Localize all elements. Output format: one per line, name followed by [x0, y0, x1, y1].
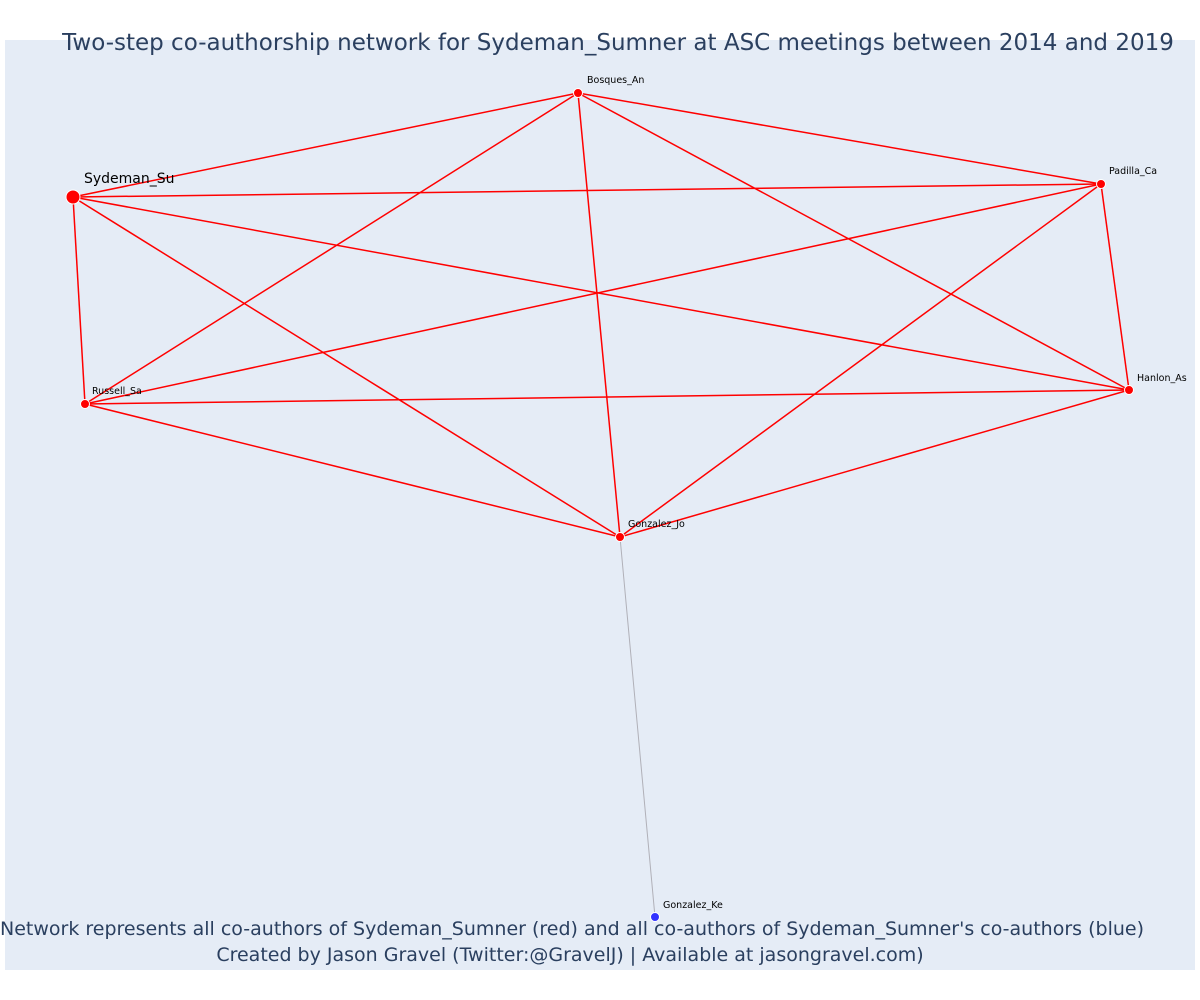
caption-line-2: Created by Jason Gravel (Twitter:@Gravel… — [216, 944, 924, 966]
node-layer — [65, 88, 1134, 922]
edge-bosques_an-padilla_ca — [577, 92, 1102, 185]
edge-bosques_an-russell_sa — [84, 92, 579, 405]
caption-line-1: Network represents all co-authors of Syd… — [0, 918, 1144, 940]
node-label-padilla_ca: Padilla_Ca — [1109, 166, 1157, 177]
node-russell_sa[interactable] — [80, 399, 90, 409]
node-gonzalez_jo[interactable] — [615, 532, 625, 542]
edge-padilla_ca-hanlon_as — [1100, 183, 1130, 391]
edge-padilla_ca-gonzalez_jo — [619, 183, 1102, 538]
node-label-hanlon_as: Hanlon_As — [1137, 373, 1187, 384]
node-label-gonzalez_ke: Gonzalez_Ke — [663, 900, 723, 911]
edge-sydeman_su-gonzalez_jo — [72, 196, 621, 538]
node-label-russell_sa: Russell_Sa — [92, 386, 142, 397]
edge-padilla_ca-russell_sa — [84, 183, 1102, 405]
node-label-bosques_an: Bosques_An — [587, 75, 644, 86]
node-label-gonzalez_jo: Gonzalez_Jo — [628, 519, 685, 530]
node-gonzalez_ke[interactable] — [650, 912, 660, 922]
node-label-sydeman_su: Sydeman_Su — [84, 171, 175, 187]
node-bosques_an[interactable] — [573, 88, 583, 98]
edge-sydeman_su-bosques_an — [72, 92, 579, 198]
edge-hanlon_as-gonzalez_jo — [619, 389, 1130, 538]
edge-gonzalez_jo-gonzalez_ke — [619, 536, 656, 918]
node-sydeman_su[interactable] — [65, 189, 81, 205]
edge-russell_sa-gonzalez_jo — [84, 403, 621, 538]
node-hanlon_as[interactable] — [1124, 385, 1134, 395]
node-padilla_ca[interactable] — [1096, 179, 1106, 189]
edge-sydeman_su-hanlon_as — [72, 196, 1130, 391]
chart-title: Two-step co-authorship network for Sydem… — [62, 30, 1174, 56]
edge-bosques_an-hanlon_as — [577, 92, 1130, 391]
edge-bosques_an-gonzalez_jo — [577, 92, 621, 538]
label-layer: Sydeman_Su Bosques_An Padilla_Ca Russell_Sa… — [84, 75, 1187, 911]
edge-sydeman_su-russell_sa — [72, 196, 86, 405]
edge-layer — [72, 92, 1130, 918]
edge-russell_sa-hanlon_as — [84, 389, 1130, 405]
